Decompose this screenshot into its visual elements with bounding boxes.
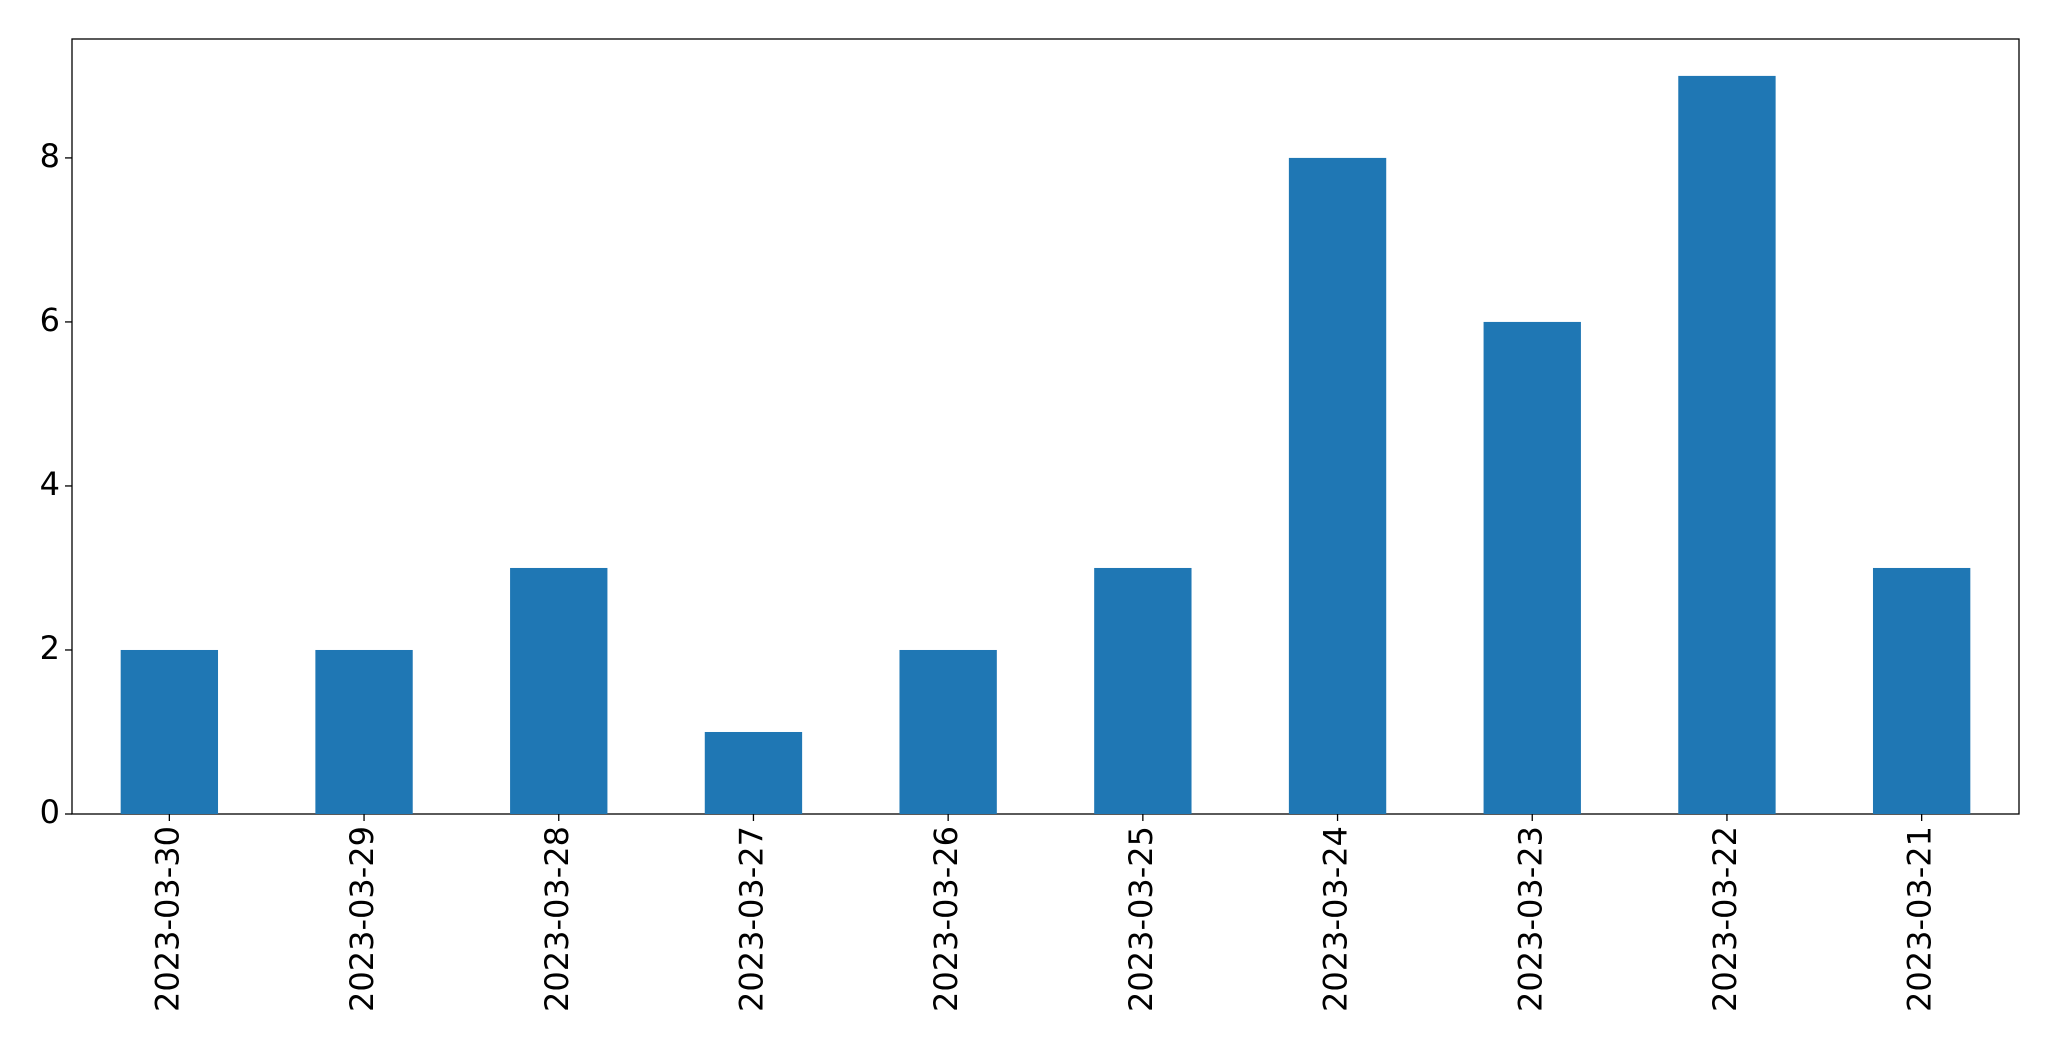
bar [1483, 321, 1581, 814]
bar [1094, 567, 1192, 814]
bar [315, 649, 413, 814]
x-tick-label: 2023-03-27 [732, 826, 770, 1012]
bar [1288, 157, 1387, 814]
y-tick-label: 6 [40, 301, 60, 339]
x-tick-label: 2023-03-21 [1901, 826, 1939, 1012]
bar [120, 649, 219, 814]
x-tick-label: 2023-03-28 [538, 826, 576, 1012]
x-tick-label: 2023-03-26 [927, 826, 965, 1012]
x-tick-label: 2023-03-22 [1706, 826, 1744, 1012]
x-tick-label: 2023-03-23 [1511, 826, 1549, 1012]
y-tick-label: 8 [40, 137, 60, 175]
bar [899, 649, 997, 814]
plot-frame [71, 38, 2020, 815]
x-tick-label: 2023-03-30 [148, 826, 186, 1012]
x-tick-label: 2023-03-24 [1317, 826, 1355, 1012]
bar [1678, 75, 1776, 814]
y-tick-label: 0 [40, 793, 60, 831]
y-tick-label: 4 [40, 465, 60, 503]
bar [510, 567, 608, 814]
bar [704, 731, 803, 814]
y-tick-label: 2 [40, 629, 60, 667]
x-tick-label: 2023-03-29 [343, 826, 381, 1012]
bar [1872, 567, 1971, 814]
x-tick-label: 2023-03-25 [1122, 826, 1160, 1012]
